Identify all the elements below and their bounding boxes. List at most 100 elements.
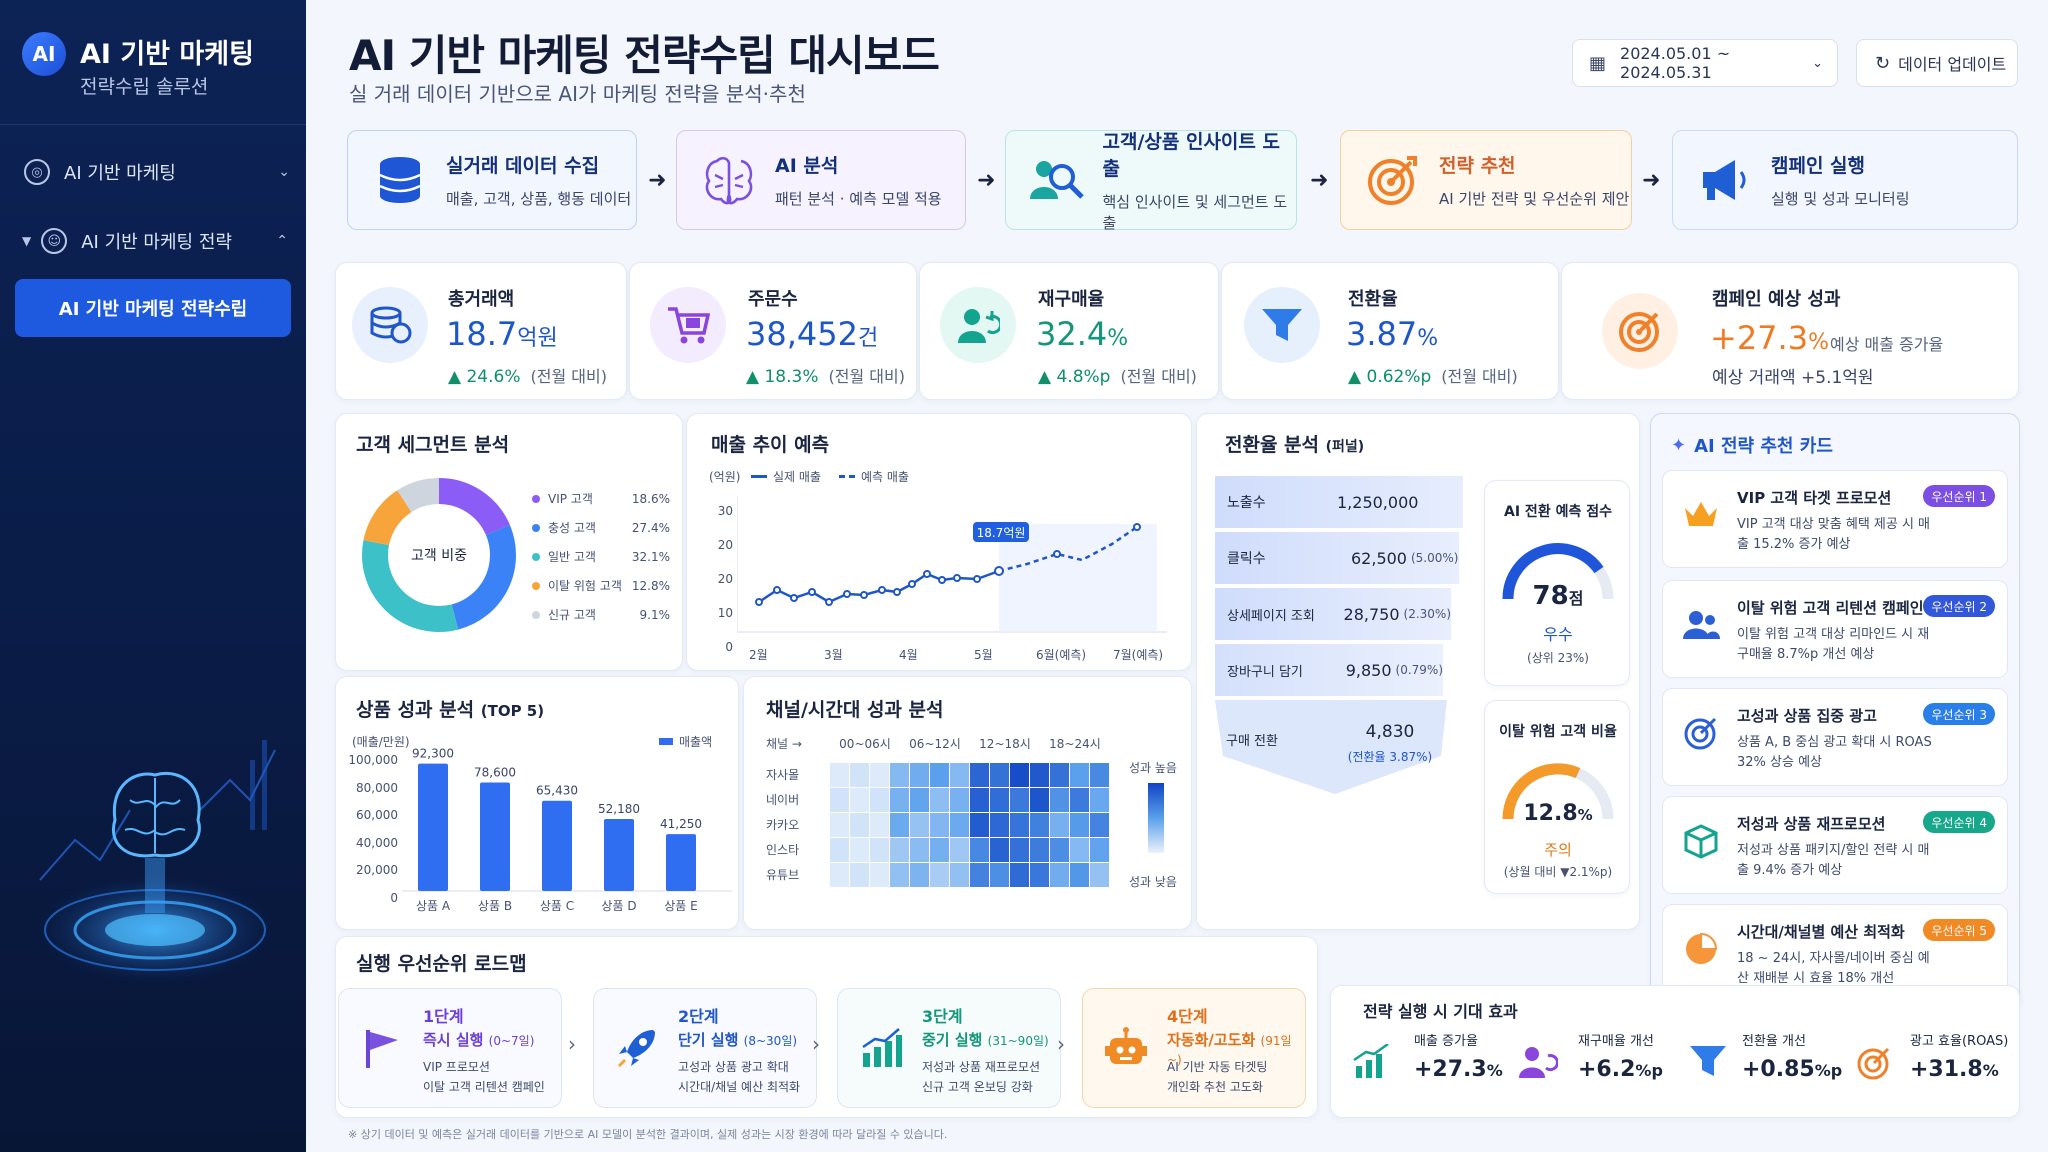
sidebar-item-strategy-planning[interactable]: AI 기반 마케팅 전략수립 xyxy=(15,279,291,337)
step-name: 중기 실행 xyxy=(922,1031,983,1049)
bar-y-axis: 100,000 80,000 60,000 40,000 20,000 0 xyxy=(344,753,398,905)
step-stage: 2단계 xyxy=(678,1007,719,1026)
funnel-stage-name: 장바구니 담기 xyxy=(1227,664,1303,680)
segment-card: 고객 세그먼트 분석 고객 비중 VIP 고객 18.6% 충성 고객 27.4% … xyxy=(335,413,683,671)
y-tick: 0 xyxy=(390,891,398,905)
heatmap-cell xyxy=(910,813,929,837)
legend-pct: 27.4% xyxy=(631,520,670,535)
kpi-card-gmv: 총거래액 18.7억원 ▲ 24.6% (전월 대비) xyxy=(335,262,627,400)
heatmap-cell xyxy=(990,763,1009,787)
recommendation-card[interactable]: VIP 고객 타겟 프로모션 VIP 고객 대상 맞춤 혜택 제공 시 매출 1… xyxy=(1662,470,2008,568)
process-title: AI 분석 xyxy=(775,155,839,177)
legend-actual: 실제 매출 xyxy=(773,470,821,484)
sidebar-divider xyxy=(0,124,306,125)
legend-item: 신규 고객 9.1% xyxy=(532,600,670,629)
roadmap-step-3: 3단계 중기 실행 (31~90일) 저성과 상품 재프로모션 신규 고객 온보딩… xyxy=(837,988,1061,1108)
heatmap-cell xyxy=(990,788,1009,812)
legend-name: 신규 고객 xyxy=(548,608,596,622)
user-refresh-icon xyxy=(1518,1044,1559,1084)
effect-item: 광고 효율(ROAS) +31.8% xyxy=(1856,1030,2008,1082)
kpi-label: 총거래액 xyxy=(448,289,515,310)
heatmap-cell xyxy=(1090,813,1109,837)
heatmap-cell xyxy=(910,788,929,812)
kpi-unit: 억원 xyxy=(517,326,558,351)
brain-icon: ◎ xyxy=(24,159,50,185)
step-period: (91일~) xyxy=(1167,1034,1292,1067)
date-range-picker[interactable]: ▦ 2024.05.01 ~ 2024.05.31 ⌄ xyxy=(1572,39,1838,87)
priority-badge: 우선순위 1 xyxy=(1923,485,1995,507)
legend-swatch-forecast xyxy=(838,475,855,478)
kpi-note: (전월 대비) xyxy=(828,367,905,386)
donut-slice xyxy=(362,540,459,632)
funnel-stage-value: 28,750 xyxy=(1343,604,1400,624)
process-title: 캠페인 실행 xyxy=(1771,155,1866,177)
donut-slice xyxy=(451,524,516,630)
step-desc: 신규 고객 온보딩 강화 xyxy=(922,1080,1033,1094)
kpi-delta: ▲ 0.62%p xyxy=(1348,367,1432,387)
chart-ylabel: (매출/만원) xyxy=(352,735,410,749)
trend-callout: 18.7억원 xyxy=(976,526,1026,540)
heatmap-cell xyxy=(1010,788,1029,812)
kpi-delta: ▲ 4.8%p xyxy=(1038,367,1111,387)
section-title-suffix: (퍼널) xyxy=(1325,439,1365,455)
y-tick: 20,000 xyxy=(356,863,398,878)
funnel-stage-value: 9,850 xyxy=(1345,660,1392,680)
sidebar-item-ai-marketing[interactable]: ◎ AI 기반 마케팅 ⌄ xyxy=(24,150,290,194)
heatmap-cell xyxy=(830,838,849,862)
funnel-stage-rate: (2.30%) xyxy=(1403,607,1451,621)
section-title: 전환율 분석 xyxy=(1225,434,1320,456)
heatmap-col-label: 06~12시 xyxy=(909,737,961,751)
sidebar-item-label: AI 기반 마케팅 xyxy=(64,163,176,184)
recommendation-card[interactable]: 저성과 상품 재프로모션 저성과 상품 패키지/할인 전략 시 매출 9.4% … xyxy=(1662,796,2008,894)
heatmap-cell xyxy=(850,813,869,837)
sales-trend-card: 매출 추이 예측 (억원) 실제 매출 예측 매출 30 20 20 10 0 18.7… xyxy=(686,413,1192,671)
section-title: 채널/시간대 성과 분석 xyxy=(766,699,944,721)
donut-center-label: 고객 비중 xyxy=(411,548,467,564)
heatmap-cell xyxy=(1010,863,1029,887)
recommendation-card[interactable]: 고성과 상품 집중 광고 상품 A, B 중심 광고 확대 시 ROAS 32%… xyxy=(1662,688,2008,786)
sidebar-item-ai-strategy[interactable]: ▼ ☺ AI 기반 마케팅 전략 ⌃ xyxy=(22,219,288,263)
legend-pct: 32.1% xyxy=(631,549,670,564)
footnote: ※ 상기 데이터 및 예측은 실거래 데이터를 기반으로 AI 모델이 분석한 … xyxy=(348,1128,948,1141)
process-step-strategy: 전략 추천 AI 기반 전략 및 우선순위 제안 xyxy=(1340,130,1632,230)
trend-x-axis: 2월 3월 4월 5월 6월(예측) 7월(예측) xyxy=(737,646,1177,664)
effect-label: 매출 증가율 xyxy=(1414,1034,1478,1049)
funnel-stage-purchase-shape xyxy=(1215,700,1447,794)
process-desc: 실행 및 성과 모니터링 xyxy=(1771,190,1910,208)
recommendation-card[interactable]: 이탈 위험 고객 리텐션 캠페인 이탈 위험 고객 대상 리마인드 시 재구매율… xyxy=(1662,580,2008,678)
donut-slice xyxy=(438,478,510,536)
legend-pct: 18.6% xyxy=(631,491,670,506)
step-stage: 3단계 xyxy=(922,1007,963,1026)
heatmap-cell xyxy=(850,838,869,862)
y-tick: 20 xyxy=(717,572,733,586)
heatmap-cell xyxy=(1030,838,1049,862)
bar xyxy=(418,763,448,891)
bar-value-label: 92,300 xyxy=(412,747,454,761)
crown-icon xyxy=(1679,493,1723,537)
gauge-title: 이탈 위험 고객 비율 xyxy=(1499,724,1617,740)
heatmap-cell xyxy=(1090,863,1109,887)
x-tick: 7월(예측) xyxy=(1113,648,1164,662)
process-title: 전략 추천 xyxy=(1439,155,1516,177)
heatmap-cell xyxy=(950,838,969,862)
trend-y-axis: 30 20 20 10 0 xyxy=(711,494,733,664)
bar-category-label: 상품 B xyxy=(477,899,513,913)
bar-chart-icon xyxy=(852,1019,910,1077)
effect-item: 매출 증가율 +27.3% xyxy=(1352,1030,1503,1082)
chevron-right-icon: › xyxy=(812,1032,820,1056)
step-desc: 저성과 상품 재프로모션 xyxy=(922,1060,1041,1074)
chevron-up-icon: ⌃ xyxy=(276,233,288,249)
process-title: 실거래 데이터 수집 xyxy=(446,155,600,177)
heatmap-cell xyxy=(890,838,909,862)
effect-value: +0.85 xyxy=(1742,1057,1815,1082)
legend-item: VIP 고객 18.6% xyxy=(532,484,670,513)
kpi-value: 38,452 xyxy=(746,315,858,353)
kpi-card-conversion: 전환율 3.87% ▲ 0.62%p (전월 대비) xyxy=(1221,262,1559,400)
sidebar: AI AI 기반 마케팅 전략수립 솔루션 ◎ AI 기반 마케팅 ⌄ ▼ ☺ … xyxy=(0,0,306,1152)
heatmap-cell xyxy=(850,763,869,787)
data-update-button[interactable]: ↻ 데이터 업데이트 xyxy=(1856,39,2018,87)
bar xyxy=(542,800,572,891)
step-desc: 이탈 고객 리텐션 캠페인 xyxy=(423,1080,545,1094)
refresh-icon: ↻ xyxy=(1875,52,1891,74)
